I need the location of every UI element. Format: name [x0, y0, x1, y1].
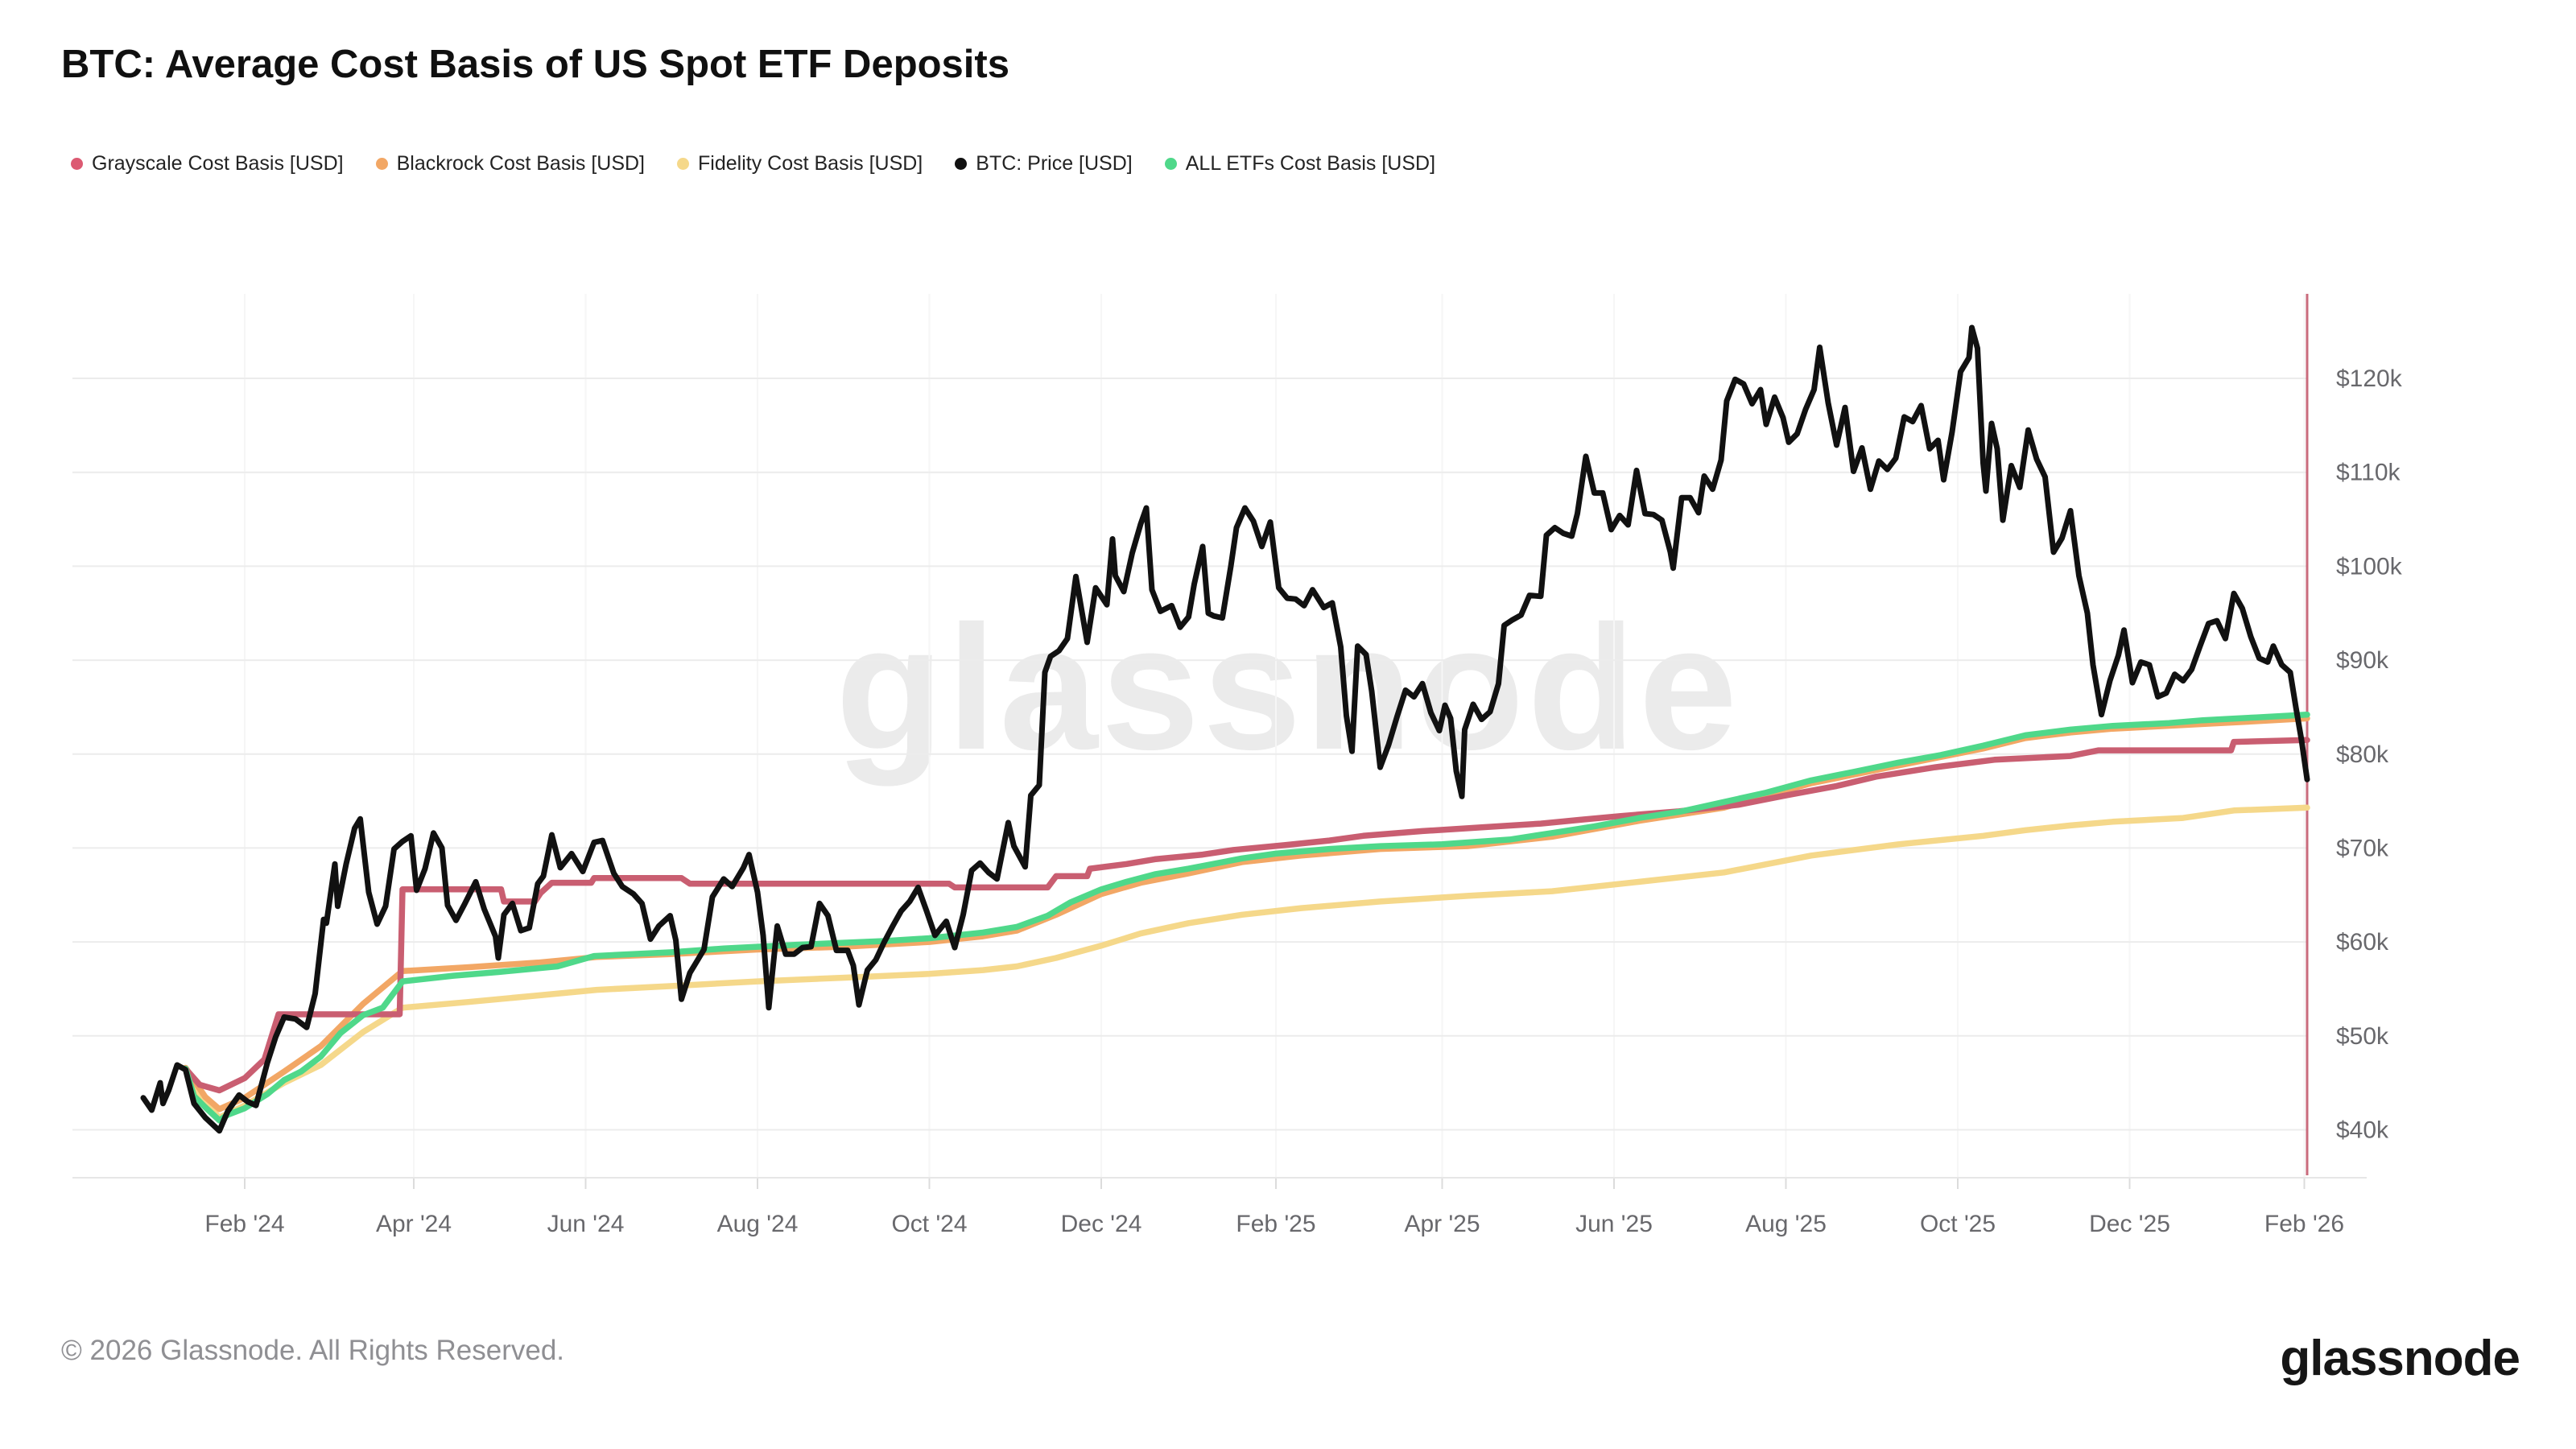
legend-dot-icon: [71, 158, 83, 170]
y-axis-label: $80k: [2336, 741, 2389, 768]
x-axis-label: Dec '24: [1061, 1211, 1142, 1237]
y-axis-label: $70k: [2336, 835, 2389, 861]
y-axis-label: $110k: [2336, 460, 2401, 486]
legend-item-label: ALL ETFs Cost Basis [USD]: [1185, 152, 1436, 175]
y-axis-label: $100k: [2336, 553, 2403, 580]
chart-legend: Grayscale Cost Basis [USD] Blackrock Cost…: [71, 152, 1435, 175]
legend-dot-icon: [375, 158, 388, 170]
legend-item-3[interactable]: Fidelity Cost Basis [USD]: [677, 152, 923, 175]
legend-item-label: Fidelity Cost Basis [USD]: [698, 152, 923, 175]
x-axis-label: Oct '25: [1920, 1211, 1996, 1237]
x-axis-label: Apr '24: [376, 1211, 452, 1237]
page-title: BTC: Average Cost Basis of US Spot ETF D…: [61, 43, 1009, 86]
legend-item-5[interactable]: ALL ETFs Cost Basis [USD]: [1164, 152, 1436, 175]
legend-item-2[interactable]: Blackrock Cost Basis [USD]: [375, 152, 646, 175]
series-line-all-etfs-cost-basis-usd[interactable]: [182, 711, 2310, 1124]
series-line-grayscale-cost-basis-usd[interactable]: [182, 737, 2310, 1094]
x-axis-label: Oct '24: [891, 1211, 967, 1237]
legend-item-label: Grayscale Cost Basis [USD]: [92, 152, 344, 175]
series-line-btc-price-usd[interactable]: [140, 324, 2310, 1134]
legend-item-4[interactable]: BTC: Price [USD]: [955, 152, 1133, 175]
legend-dot-icon: [1164, 158, 1177, 170]
x-axis-label: Jun '24: [547, 1211, 625, 1237]
x-axis-label: Feb '25: [1236, 1211, 1315, 1237]
legend-item-label: Blackrock Cost Basis [USD]: [396, 152, 646, 175]
y-axis-label: $60k: [2336, 929, 2389, 956]
x-axis-label: Aug '25: [1745, 1211, 1827, 1237]
y-axis-label: $90k: [2336, 647, 2389, 674]
glassnode-logo: glassnode: [2280, 1331, 2520, 1386]
x-axis-label: Feb '24: [204, 1211, 284, 1237]
x-axis-label: Aug '24: [717, 1211, 799, 1237]
legend-item-label: BTC: Price [USD]: [976, 152, 1133, 175]
copyright-text: © 2026 Glassnode. All Rights Reserved.: [61, 1335, 565, 1366]
x-axis-label: Jun '25: [1575, 1211, 1653, 1237]
y-axis-label: $50k: [2336, 1023, 2389, 1050]
legend-dot-icon: [955, 158, 968, 170]
y-axis-label: $120k: [2336, 365, 2403, 392]
legend-dot-icon: [677, 158, 690, 170]
legend-item-1[interactable]: Grayscale Cost Basis [USD]: [71, 152, 344, 175]
y-axis-label: $40k: [2336, 1117, 2389, 1144]
x-axis-label: Dec '25: [2089, 1211, 2170, 1237]
x-axis-label: Apr '25: [1404, 1211, 1480, 1237]
x-axis-label: Feb '26: [2264, 1211, 2344, 1237]
series-line-fidelity-cost-basis-usd[interactable]: [182, 804, 2310, 1121]
